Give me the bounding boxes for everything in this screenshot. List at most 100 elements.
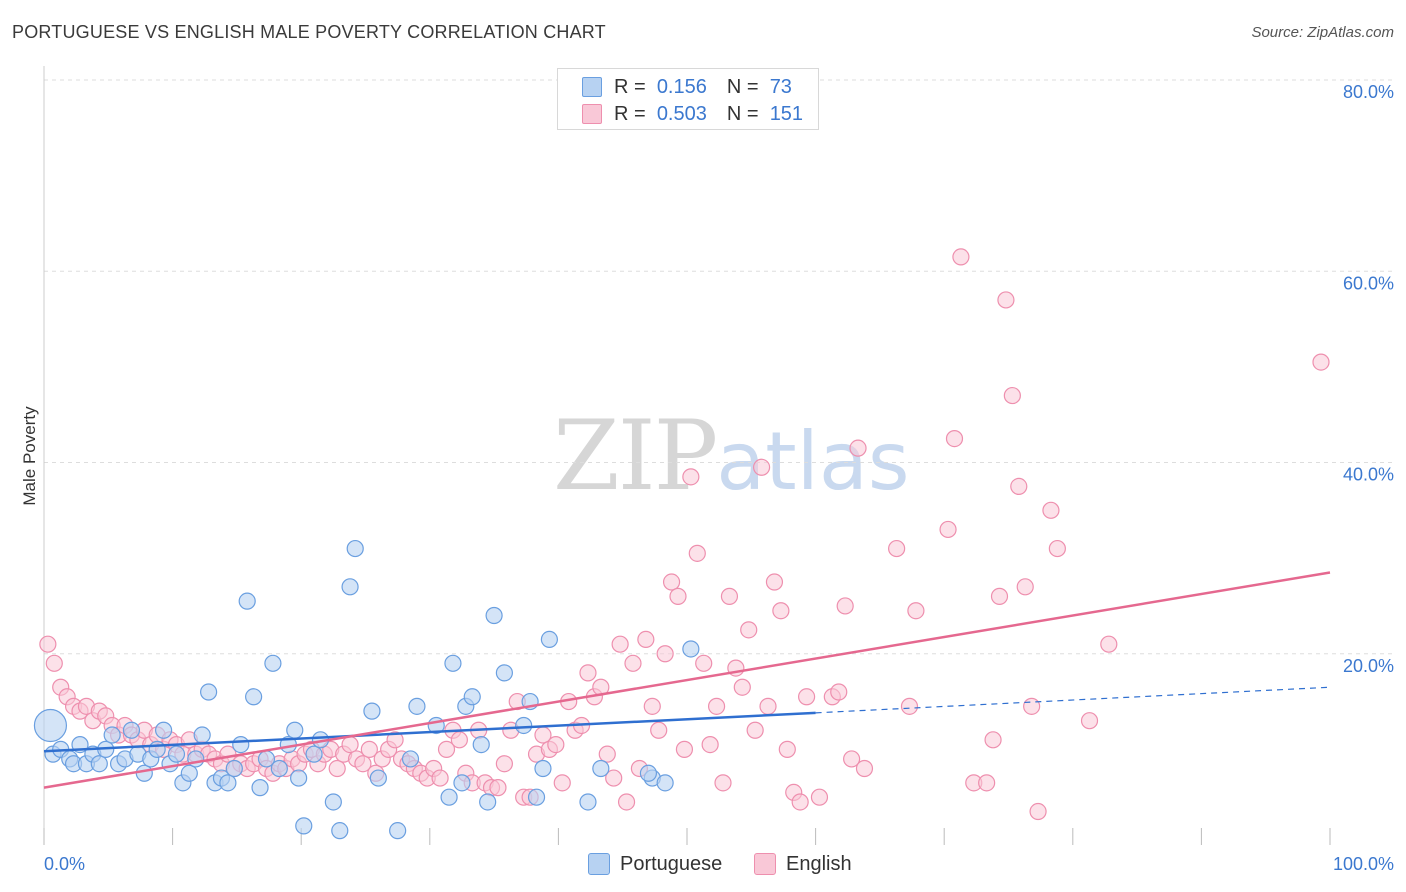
chart-title: PORTUGUESE VS ENGLISH MALE POVERTY CORRE… (12, 22, 606, 42)
english-point (650, 721, 668, 739)
english-point (1080, 712, 1099, 730)
x-tick-label: 100.0% (1333, 854, 1394, 874)
english-point (1003, 386, 1021, 405)
english-point (39, 635, 57, 653)
english-point (765, 573, 784, 591)
english-point (778, 740, 796, 758)
english-swatch (582, 104, 602, 124)
english-point (1016, 578, 1034, 596)
watermark-zip: ZIP (553, 400, 718, 512)
portuguese-point (135, 764, 153, 782)
english-point (328, 759, 346, 778)
english-point (714, 774, 732, 792)
portuguese-point (232, 735, 250, 754)
portuguese-point (187, 750, 205, 768)
english-point (701, 735, 719, 754)
portuguese-points (33, 539, 700, 840)
english-point (598, 745, 616, 763)
portuguese-point (193, 726, 211, 744)
legend-row-english: R = 0.503 N = 151 (582, 100, 803, 128)
x-tick-label: 0.0% (44, 854, 85, 874)
english-point (984, 731, 1002, 749)
english-point (386, 731, 404, 749)
english-point (553, 774, 571, 792)
y-axis-label: Male Poverty (20, 406, 39, 506)
english-point (437, 740, 456, 758)
portuguese-point (444, 654, 462, 672)
portuguese-point (103, 726, 121, 744)
portuguese-point (324, 793, 342, 811)
portuguese-point (495, 664, 513, 682)
english-point (656, 645, 674, 663)
english-point (740, 621, 758, 639)
english-point (360, 740, 378, 758)
portuguese-point (527, 788, 546, 806)
english-point (843, 750, 861, 768)
legend-n-value: 73 (769, 75, 792, 98)
english-point (952, 248, 970, 266)
english-point (997, 291, 1015, 309)
grid-lines (44, 79, 1395, 655)
english-point (354, 755, 372, 773)
portuguese-point (682, 640, 700, 658)
legend-r-value: 0.156 (656, 75, 707, 98)
portuguese-point (90, 755, 108, 773)
y-tick-label: 60.0% (1343, 273, 1394, 293)
portuguese-point (472, 735, 490, 754)
english-point (617, 793, 636, 811)
legend-item-portuguese: Portuguese (588, 850, 722, 878)
english-point (1023, 697, 1041, 715)
portuguese-point (225, 759, 243, 778)
portuguese-point (251, 779, 269, 797)
portuguese-legend-swatch (588, 853, 610, 875)
english-point (579, 664, 597, 682)
legend-r-value: 0.503 (656, 102, 707, 125)
english-point (1029, 802, 1047, 821)
english-point (939, 520, 957, 539)
english-point (1100, 635, 1118, 653)
source-label: Source: ZipAtlas.com (1251, 24, 1394, 41)
y-tick-label: 80.0% (1343, 82, 1394, 102)
english-point (605, 769, 623, 787)
portuguese-point (295, 817, 313, 835)
watermark: ZIPatlas (553, 400, 910, 512)
portuguese-point (286, 721, 304, 739)
english-point (682, 468, 700, 486)
english-point (746, 721, 764, 739)
portuguese-point (346, 539, 364, 558)
english-point (733, 678, 751, 696)
english-point (45, 654, 63, 672)
english-point (431, 769, 449, 787)
portuguese-point (440, 788, 458, 806)
english-point (547, 735, 565, 754)
portuguese-point (33, 708, 68, 743)
english-point (791, 793, 809, 811)
legend-n-label: N = (726, 75, 759, 98)
y-tick-label: 40.0% (1343, 465, 1394, 485)
legend-label-english: English (786, 852, 852, 875)
english-point (688, 544, 706, 562)
portuguese-trend-line (43, 711, 816, 753)
english-point (720, 587, 739, 605)
portuguese-point (264, 654, 282, 672)
english-point (495, 755, 513, 773)
english-point (797, 688, 816, 706)
portuguese-point (167, 745, 186, 763)
legend-n-label: N = (726, 102, 759, 125)
portuguese-point (331, 822, 349, 840)
portuguese-point (453, 774, 471, 792)
legend-r-label: R = (614, 102, 646, 125)
english-point (836, 597, 854, 615)
portuguese-point (270, 759, 288, 778)
portuguese-point (463, 688, 481, 706)
english-legend-swatch (754, 853, 776, 875)
legend-r-label: R = (614, 75, 646, 98)
axes (43, 66, 1331, 845)
portuguese-point (534, 759, 552, 778)
english-point (707, 697, 726, 715)
english-trend-line (43, 571, 1331, 789)
english-point (1042, 501, 1060, 519)
portuguese-point (341, 578, 359, 596)
english-point (1048, 539, 1066, 558)
